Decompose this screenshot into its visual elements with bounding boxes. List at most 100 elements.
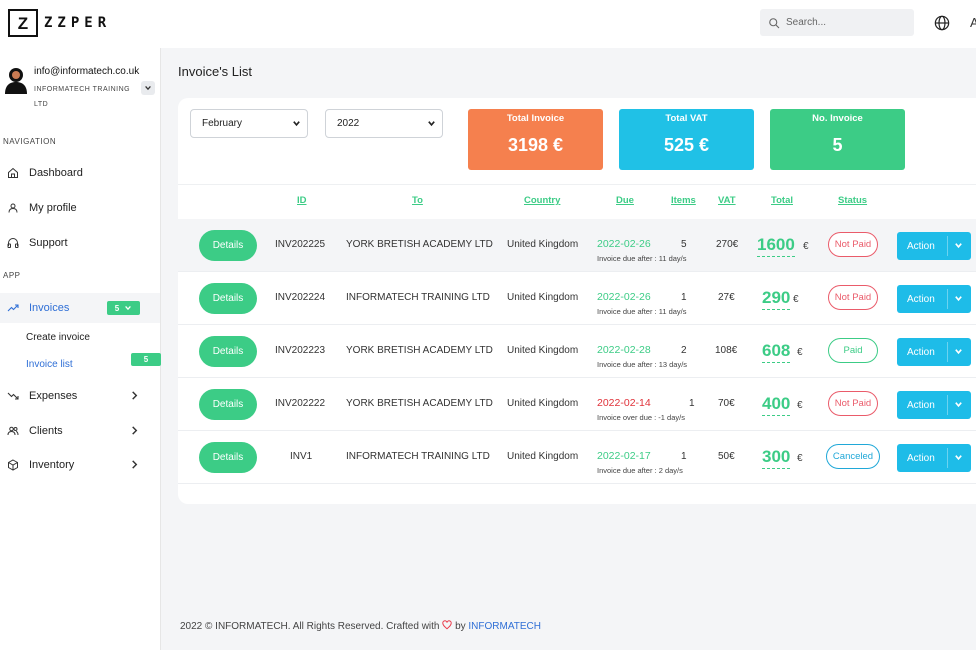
invoice-currency: € [803, 241, 809, 252]
chevron-right-icon [132, 426, 138, 435]
sidebar-item-label: Inventory [29, 459, 75, 471]
sidebar-subitem-create-invoice[interactable]: Create invoice [26, 332, 90, 343]
status-badge: Paid [828, 338, 878, 363]
details-button[interactable]: Details [199, 230, 257, 261]
sidebar-item-expenses[interactable]: Expenses [0, 381, 160, 411]
logo-mark: Z [8, 9, 38, 37]
heart-icon [442, 620, 452, 630]
col-header-items[interactable]: Items [671, 195, 696, 206]
invoice-total[interactable]: 1600 [757, 235, 795, 257]
year-select[interactable]: 2022 [325, 109, 443, 138]
table-row: Details INV202223 YORK BRETISH ACADEMY L… [178, 325, 976, 378]
details-button[interactable]: Details [199, 283, 257, 314]
user-info: info@informatech.co.uk INFORMATECH TRAIN… [4, 64, 159, 110]
trending-down-icon [6, 389, 20, 403]
page-title: Invoice's List [178, 64, 253, 79]
details-button[interactable]: Details [199, 389, 257, 420]
user-company: INFORMATECH TRAINING LTD [34, 86, 131, 108]
invoice-id: INV202225 [275, 239, 326, 250]
sidebar-item-invoices[interactable]: Invoices 5 [0, 293, 160, 323]
invoice-due-note: Invoice due after : 11 day/s [597, 254, 687, 263]
table-row: Details INV202225 YORK BRETISH ACADEMY L… [178, 219, 976, 272]
action-dropdown-button[interactable]: Action [897, 338, 971, 366]
sidebar-item-label: Dashboard [29, 167, 83, 179]
invoice-due-date: 2022-02-17 [597, 450, 651, 462]
col-header-vat[interactable]: VAT [718, 195, 736, 206]
invoice-id: INV1 [290, 451, 313, 462]
invoice-items: 1 [689, 398, 695, 409]
col-header-to[interactable]: To [412, 195, 423, 206]
invoice-country: United Kingdom [507, 239, 579, 250]
invoice-card: February 2022 Total Invoice 3198 € Total… [178, 98, 976, 504]
details-button[interactable]: Details [199, 442, 257, 473]
col-header-due[interactable]: Due [616, 195, 634, 206]
footer-brand-link[interactable]: INFORMATECH [468, 621, 541, 632]
invoice-due-date: 2022-02-14 [597, 397, 651, 409]
chevron-down-icon [145, 85, 151, 91]
invoice-due-date: 2022-02-26 [597, 238, 651, 250]
chevron-down-icon [955, 349, 962, 355]
search-box[interactable] [760, 9, 914, 36]
invoice-vat: 108€ [715, 345, 738, 356]
invoice-total[interactable]: 290 [762, 288, 791, 310]
col-header-status[interactable]: Status [838, 195, 868, 206]
footer-text: 2022 © INFORMATECH. All Rights Reserved.… [180, 621, 440, 632]
invoice-total[interactable]: 608 [762, 341, 791, 363]
chevron-down-icon [293, 121, 300, 127]
invoice-vat: 50€ [718, 451, 735, 462]
status-badge: Not Paid [828, 391, 878, 416]
invoice-to: YORK BRETISH ACADEMY LTD [346, 398, 493, 409]
stat-total-invoice: Total Invoice 3198 € [468, 109, 603, 170]
table-row: Details INV202222 YORK BRETISH ACADEMY L… [178, 378, 976, 431]
invoice-id: INV202222 [275, 398, 326, 409]
user-menu[interactable]: A [970, 15, 976, 30]
status-badge: Canceled [826, 444, 880, 469]
month-select[interactable]: February [190, 109, 308, 138]
chevron-down-icon [125, 305, 132, 311]
invoice-currency: € [797, 453, 803, 464]
logo[interactable]: Z ZZPER [8, 9, 111, 37]
sidebar-item-inventory[interactable]: Inventory [0, 450, 160, 480]
sidebar-item-label: Support [29, 237, 68, 249]
sidebar-subitem-invoice-list[interactable]: Invoice list [26, 359, 73, 370]
sidebar-item-my-profile[interactable]: My profile [0, 193, 160, 223]
search-input[interactable] [786, 17, 896, 28]
invoice-vat: 27€ [718, 292, 735, 303]
col-header-id[interactable]: ID [297, 195, 307, 206]
divider [178, 184, 976, 185]
invoice-items: 1 [681, 292, 687, 303]
invoice-items: 1 [681, 451, 687, 462]
invoice-id: INV202223 [275, 345, 326, 356]
action-dropdown-button[interactable]: Action [897, 285, 971, 313]
top-bar: Z ZZPER A [0, 0, 976, 48]
avatar [4, 66, 28, 99]
invoice-currency: € [793, 294, 799, 305]
nav-section-label: NAVIGATION [3, 137, 57, 146]
table-row: Details INV202224 INFORMATECH TRAINING L… [178, 272, 976, 325]
invoice-total[interactable]: 300 [762, 447, 791, 469]
sidebar-item-label: My profile [29, 202, 77, 214]
col-header-total[interactable]: Total [771, 195, 793, 206]
chevron-down-icon [955, 296, 962, 302]
chevron-right-icon [132, 391, 138, 400]
action-dropdown-button[interactable]: Action [897, 444, 971, 472]
invoice-vat: 70€ [718, 398, 735, 409]
sidebar-item-dashboard[interactable]: Dashboard [0, 158, 160, 188]
user-icon [6, 201, 20, 215]
globe-icon[interactable] [934, 15, 950, 36]
details-button[interactable]: Details [199, 336, 257, 367]
sidebar-item-clients[interactable]: Clients [0, 416, 160, 446]
footer: 2022 © INFORMATECH. All Rights Reserved.… [180, 620, 541, 632]
sidebar: info@informatech.co.uk INFORMATECH TRAIN… [0, 48, 161, 650]
footer-by: by [455, 621, 466, 632]
action-dropdown-button[interactable]: Action [897, 391, 971, 419]
invoice-items: 2 [681, 345, 687, 356]
sidebar-item-support[interactable]: Support [0, 228, 160, 258]
col-header-country[interactable]: Country [524, 195, 561, 206]
chevron-right-icon [132, 460, 138, 469]
user-toggle-button[interactable] [141, 81, 155, 95]
action-dropdown-button[interactable]: Action [897, 232, 971, 260]
stat-no-invoice: No. Invoice 5 [770, 109, 905, 170]
invoice-currency: € [797, 400, 803, 411]
invoice-total[interactable]: 400 [762, 394, 791, 416]
